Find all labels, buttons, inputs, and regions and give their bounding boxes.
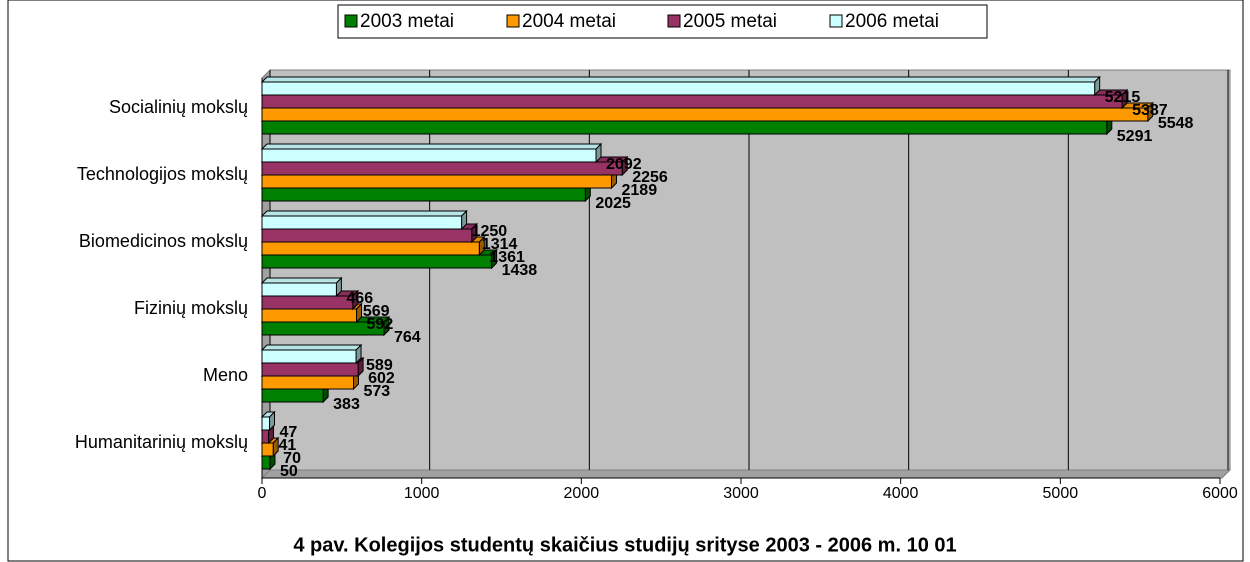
legend-label: 2004 metai (522, 11, 616, 32)
x-tick-label: 4000 (883, 485, 919, 502)
data-label: 383 (333, 396, 360, 413)
bar (261, 295, 354, 310)
data-label: 764 (394, 329, 421, 346)
bar (261, 174, 613, 189)
data-label: 41 (279, 437, 297, 454)
bar (261, 107, 1149, 122)
x-tick-label: 1000 (404, 485, 440, 502)
bar-top (260, 277, 343, 284)
bar-top (260, 143, 603, 150)
data-label: 1361 (489, 249, 525, 266)
data-label: 2189 (622, 182, 658, 199)
bar (261, 148, 597, 163)
legend-swatch (829, 14, 843, 28)
x-tick-label: 6000 (1202, 485, 1238, 502)
y-tick-label: Fizinių mokslų (134, 298, 248, 318)
legend (337, 4, 988, 39)
bar (261, 228, 473, 243)
x-tick-label: 0 (258, 485, 267, 502)
bar (261, 429, 270, 444)
y-tick-label: Meno (203, 365, 248, 385)
bar (261, 241, 480, 256)
data-label: 5548 (1158, 115, 1194, 132)
data-label: 1438 (502, 262, 538, 279)
data-label: 569 (363, 303, 390, 320)
data-label: 573 (363, 383, 390, 400)
data-label: 50 (280, 463, 298, 480)
y-tick-label: Humanitarinių mokslų (75, 432, 248, 452)
data-label: 602 (368, 370, 395, 387)
legend-swatch (667, 14, 681, 28)
bar (261, 455, 271, 470)
bar (261, 120, 1108, 135)
chart-title: 4 pav. Kolegijos studentų skaičius studi… (293, 534, 956, 556)
x-tick-label: 2000 (564, 485, 600, 502)
data-label: 592 (367, 316, 394, 333)
data-label: 2092 (606, 156, 642, 173)
data-label: 466 (346, 290, 373, 307)
bar (261, 161, 623, 176)
data-label: 2025 (595, 195, 631, 212)
bar (261, 388, 324, 403)
data-label: 1314 (482, 236, 518, 253)
y-tick-label: Technologijos mokslų (77, 164, 248, 184)
legend-label: 2005 metai (683, 11, 777, 32)
legend-swatch (506, 14, 520, 28)
x-tick-label: 3000 (723, 485, 759, 502)
bar (261, 254, 493, 269)
bar (261, 375, 354, 390)
bar (261, 308, 358, 323)
bar-top (260, 344, 363, 351)
bar-top (260, 76, 1101, 83)
y-tick-label: Socialinių mokslų (109, 97, 248, 117)
data-label: 2256 (632, 169, 668, 186)
bar-top (260, 210, 468, 217)
x-tick-label: 5000 (1043, 485, 1079, 502)
data-label: 70 (283, 450, 301, 467)
bar (261, 362, 359, 377)
data-label: 5291 (1117, 128, 1153, 145)
bar (261, 442, 274, 457)
data-label: 1250 (472, 223, 508, 240)
legend-label: 2003 metai (360, 11, 454, 32)
data-label: 5215 (1105, 89, 1141, 106)
bar (261, 282, 337, 297)
y-tick-label: Biomedicinos mokslų (79, 231, 248, 251)
bar (261, 187, 586, 202)
bar (261, 416, 271, 431)
bar (261, 349, 357, 364)
data-label: 589 (366, 357, 393, 374)
legend-swatch (344, 14, 358, 28)
data-label: 5387 (1132, 102, 1168, 119)
bar (261, 215, 463, 230)
data-label: 47 (280, 424, 298, 441)
bar (261, 81, 1096, 96)
legend-label: 2006 metai (845, 11, 939, 32)
bar (261, 94, 1123, 109)
floor (260, 469, 1232, 479)
